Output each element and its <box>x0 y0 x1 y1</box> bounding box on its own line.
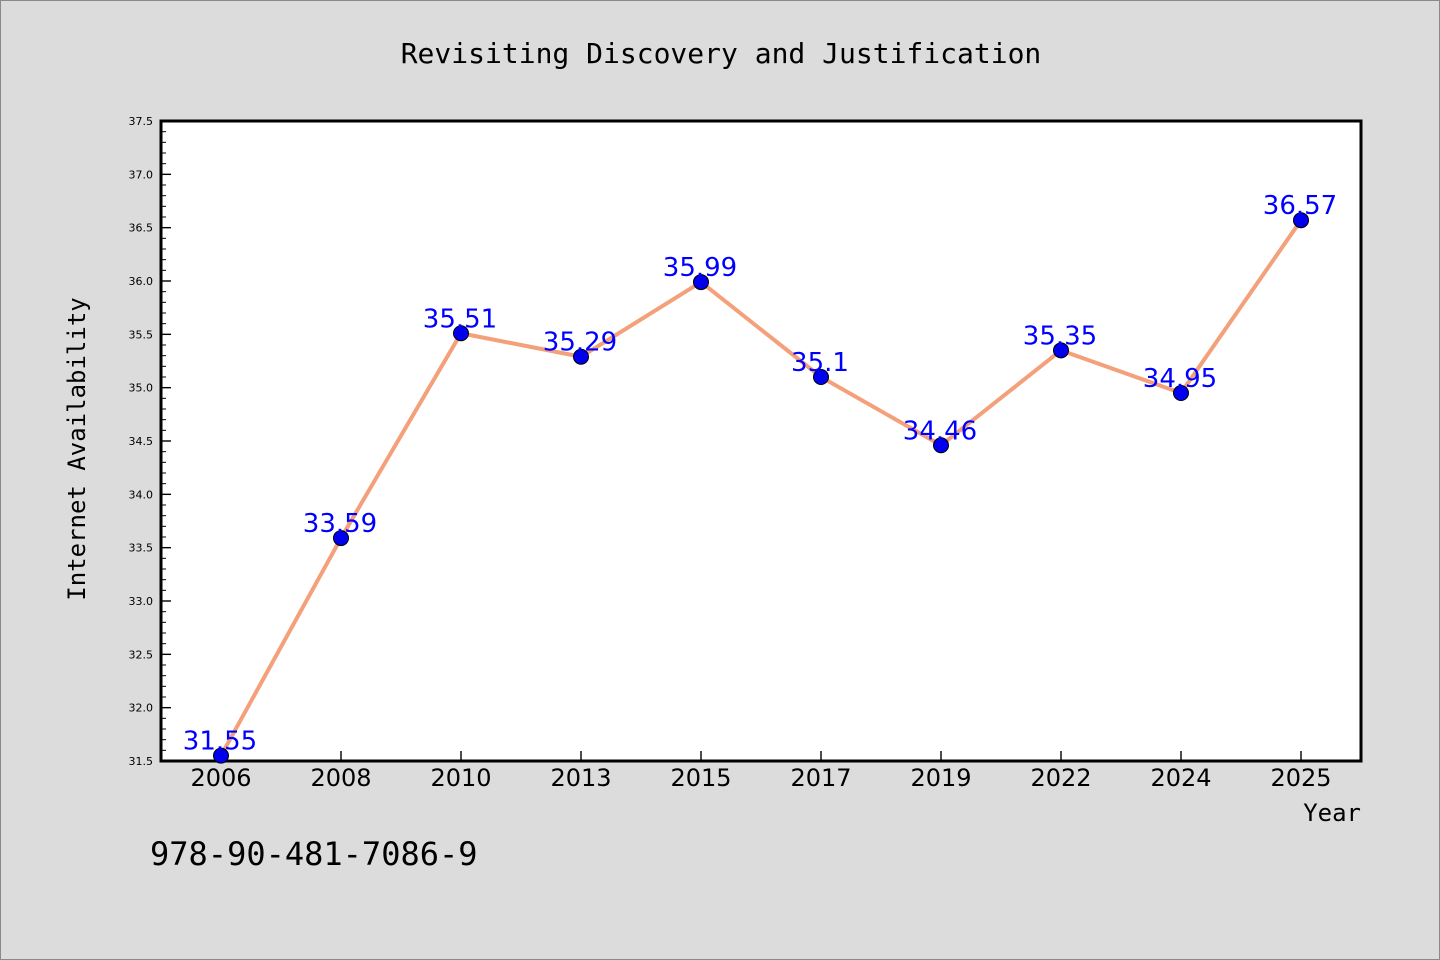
data-label: 35.51 <box>423 304 497 334</box>
data-label: 33.59 <box>303 509 377 539</box>
data-label: 35.99 <box>663 253 737 283</box>
data-point <box>1053 342 1069 359</box>
data-label: 36.57 <box>1263 191 1337 221</box>
x-axis: 2006 2008 2010 2013 2015 2017 2019 2022 2024 2025 <box>190 751 1332 792</box>
data-point <box>693 274 709 291</box>
y-tick-label: 33.5 <box>129 542 154 555</box>
y-axis: 31.5 32.0 32.5 33.0 33.5 34.0 34.5 35.0 35.5 36.0… <box>129 115 171 768</box>
y-tick-label: 34.0 <box>129 488 154 501</box>
data-label: 35.29 <box>543 328 617 358</box>
footer-code: 978-90-481-7086-9 <box>150 835 478 873</box>
series-group: 31.55 33.59 35.51 35.29 35.99 35.1 34.46 35.35 3… <box>183 191 1337 764</box>
data-point <box>933 437 949 454</box>
data-label: 35.35 <box>1023 321 1097 351</box>
x-tick-label: 2019 <box>910 764 971 792</box>
x-tick-label: 2013 <box>550 764 611 792</box>
y-tick-label: 35.0 <box>129 382 154 395</box>
data-label: 35.1 <box>791 348 849 378</box>
x-tick-label: 2017 <box>790 764 851 792</box>
y-tick-label: 31.5 <box>129 755 154 768</box>
data-point <box>813 369 829 385</box>
y-axis-label: Internet Availability <box>63 297 91 600</box>
data-point <box>213 747 229 764</box>
y-tick-label: 34.5 <box>129 435 154 448</box>
data-point <box>453 325 469 342</box>
plot-area <box>159 119 1363 763</box>
data-label: 34.46 <box>903 416 977 446</box>
chart-title: Revisiting Discovery and Justification <box>401 37 1042 70</box>
x-tick-label: 2010 <box>430 764 491 792</box>
y-tick-label: 33.0 <box>129 595 154 608</box>
y-tick-label: 37.0 <box>129 168 154 181</box>
data-point <box>573 348 589 365</box>
x-axis-label: Year <box>1303 799 1361 827</box>
x-tick-label: 2022 <box>1030 764 1091 792</box>
data-point <box>1173 385 1189 401</box>
x-tick-label: 2008 <box>310 764 371 792</box>
data-label: 31.55 <box>183 727 257 757</box>
x-tick-label: 2025 <box>1270 764 1331 792</box>
y-tick-label: 32.0 <box>129 702 154 715</box>
x-tick-label: 2006 <box>190 764 251 792</box>
data-point <box>333 530 349 547</box>
y-tick-label: 32.5 <box>129 648 154 661</box>
data-label: 34.95 <box>1143 364 1217 394</box>
y-tick-label: 35.5 <box>129 328 154 341</box>
y-tick-label: 36.0 <box>129 275 154 288</box>
y-tick-label: 37.5 <box>129 115 154 128</box>
data-point <box>1293 212 1309 229</box>
x-tick-label: 2024 <box>1150 764 1211 792</box>
y-tick-label: 36.5 <box>129 222 154 235</box>
x-tick-label: 2015 <box>670 764 731 792</box>
series-line <box>219 218 1303 758</box>
